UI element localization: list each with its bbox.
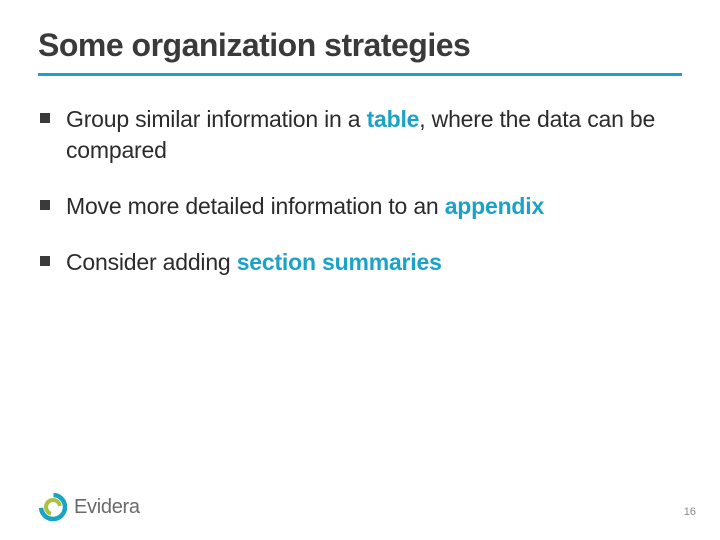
title-underline bbox=[38, 73, 682, 76]
slide: Some organization strategies Group simil… bbox=[0, 0, 720, 540]
list-item: Consider adding section summaries bbox=[40, 247, 682, 277]
slide-title: Some organization strategies bbox=[38, 28, 682, 63]
bullet-text: Consider adding section summaries bbox=[66, 247, 442, 277]
bullet-text: Group similar information in a table, wh… bbox=[66, 104, 682, 165]
logo-text: Evidera bbox=[74, 496, 140, 519]
square-bullet-icon bbox=[40, 113, 50, 123]
square-bullet-icon bbox=[40, 256, 50, 266]
bullet-list: Group similar information in a table, wh… bbox=[38, 104, 682, 277]
logo-icon bbox=[38, 492, 68, 522]
square-bullet-icon bbox=[40, 200, 50, 210]
list-item: Group similar information in a table, wh… bbox=[40, 104, 682, 165]
logo: Evidera bbox=[38, 492, 140, 522]
bullet-text: Move more detailed information to an app… bbox=[66, 191, 544, 221]
footer: Evidera 16 bbox=[0, 490, 720, 526]
list-item: Move more detailed information to an app… bbox=[40, 191, 682, 221]
page-number: 16 bbox=[684, 506, 696, 518]
